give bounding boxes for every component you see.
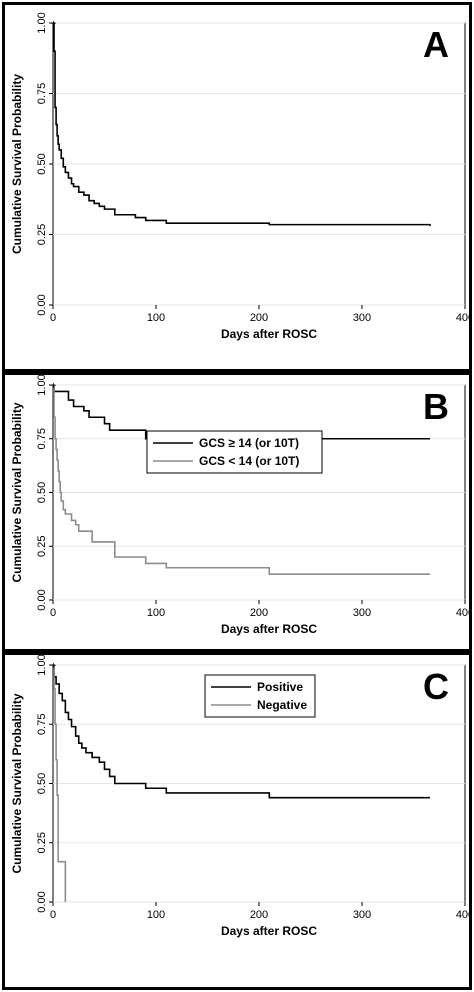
series-line-1 [53, 384, 430, 440]
series-line-2 [53, 664, 67, 902]
y-tick-label: 0.75 [36, 428, 48, 449]
x-tick-label: 400 [456, 909, 469, 921]
x-tick-label: 300 [353, 909, 371, 921]
y-tick-label: 1.00 [36, 375, 48, 396]
y-tick-label: 0.50 [36, 482, 48, 503]
y-axis-label: Cumulative Survival Probability [10, 693, 24, 873]
series-line-2 [53, 384, 430, 575]
chart-svg: 0.00 0.25 0.50 0.75 1.00 0 100 200 300 400 Days af… [10, 12, 469, 341]
chart-svg: 0.00 0.25 0.50 0.75 1.00 0 100 200 300 400 Days af… [10, 655, 469, 938]
y-tick-label: 0.00 [36, 589, 48, 610]
x-tick-label: 100 [147, 607, 165, 619]
x-tick-label: 100 [147, 909, 165, 921]
series-line-1 [53, 22, 431, 227]
legend-label: GCS ≥ 14 (or 10T) [199, 436, 299, 450]
panel-c: 0.00 0.25 0.50 0.75 1.00 0 100 200 300 400 Days af… [2, 652, 472, 990]
x-axis-label: Days after ROSC [221, 622, 317, 636]
y-tick-label: 0.75 [36, 83, 48, 104]
y-tick-label: 0.50 [36, 773, 48, 794]
x-tick-label: 200 [250, 312, 268, 324]
x-axis-label: Days after ROSC [221, 327, 317, 341]
legend-label: Negative [257, 698, 307, 712]
y-tick-label: 1.00 [36, 12, 48, 33]
y-axis-label: Cumulative Survival Probability [10, 74, 24, 254]
x-tick-label: 400 [456, 312, 469, 324]
x-tick-label: 100 [147, 312, 165, 324]
y-tick-label: 1.00 [36, 655, 48, 676]
start-marker: + [51, 661, 57, 672]
panel-letter: A [423, 24, 449, 65]
y-tick-label: 0.75 [36, 714, 48, 735]
y-tick-label: 0.25 [36, 224, 48, 245]
x-tick-label: 0 [50, 607, 56, 619]
x-axis-label: Days after ROSC [221, 924, 317, 938]
x-tick-label: 200 [250, 607, 268, 619]
y-axis-label: Cumulative Survival Probability [10, 402, 24, 582]
x-tick-label: 0 [50, 312, 56, 324]
start-marker: + [51, 19, 57, 30]
chart-svg: 0.00 0.25 0.50 0.75 1.00 0 100 200 300 400 Days af… [10, 375, 469, 636]
legend-box [146, 430, 323, 474]
x-tick-label: 300 [353, 312, 371, 324]
panel-b: 0.00 0.25 0.50 0.75 1.00 0 100 200 300 400 Days af… [2, 372, 472, 652]
panel-letter: C [423, 666, 449, 707]
y-tick-label: 0.25 [36, 536, 48, 557]
x-tick-label: 0 [50, 909, 56, 921]
x-tick-label: 200 [250, 909, 268, 921]
y-tick-label: 0.50 [36, 153, 48, 174]
legend-label: Positive [257, 680, 303, 694]
start-marker: + [51, 381, 57, 392]
legend-box [204, 674, 316, 718]
panel-letter: B [423, 386, 449, 427]
y-tick-label: 0.25 [36, 832, 48, 853]
legend-label: GCS < 14 (or 10T) [199, 454, 299, 468]
panel-a: 0.00 0.25 0.50 0.75 1.00 0 100 200 300 400 Days af… [2, 2, 472, 372]
series-line-1 [53, 664, 430, 799]
y-tick-label: 0.00 [36, 294, 48, 315]
x-tick-label: 300 [353, 607, 371, 619]
y-tick-label: 0.00 [36, 891, 48, 912]
x-tick-label: 400 [456, 607, 469, 619]
